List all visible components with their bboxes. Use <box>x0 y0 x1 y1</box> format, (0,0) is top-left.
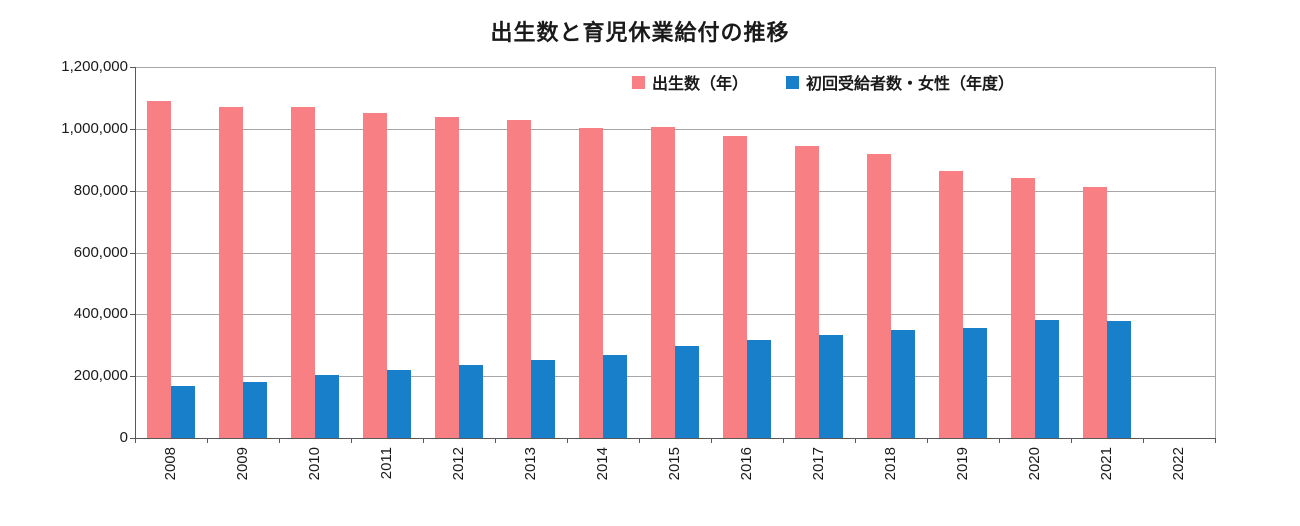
bar-recipients-2017 <box>819 335 843 438</box>
recipients-legend-swatch-icon <box>786 75 800 89</box>
x-axis-tick <box>135 439 136 443</box>
bar-births-2010 <box>291 107 315 438</box>
x-axis-tick <box>207 439 208 443</box>
x-axis-tick <box>567 439 568 443</box>
bar-births-2013 <box>507 120 531 438</box>
gridline <box>135 314 1215 315</box>
legend: 出生数（年） 初回受給者数・女性（年度） <box>632 70 1014 94</box>
x-axis-label: 2014 <box>594 447 611 481</box>
y-axis-label: 1,200,000 <box>61 58 128 75</box>
x-axis-label: 2017 <box>810 447 827 481</box>
x-axis-label: 2011 <box>378 447 395 480</box>
x-axis-tick <box>423 439 424 443</box>
bar-births-2012 <box>435 117 459 438</box>
x-axis-label: 2019 <box>954 447 971 481</box>
y-axis-tick <box>130 253 135 254</box>
x-axis-label: 2022 <box>1170 447 1187 481</box>
x-axis-tick <box>639 439 640 443</box>
legend-label-recipients: 初回受給者数・女性（年度） <box>806 76 1015 93</box>
x-axis-label: 2012 <box>450 447 467 481</box>
y-axis-label: 400,000 <box>73 305 128 322</box>
x-axis-tick <box>855 439 856 443</box>
bar-recipients-2021 <box>1107 321 1131 438</box>
bar-births-2014 <box>579 128 603 438</box>
bar-births-2021 <box>1083 187 1107 438</box>
bar-births-2018 <box>867 154 891 438</box>
gridline <box>135 253 1215 254</box>
bar-births-2016 <box>723 136 747 438</box>
bar-recipients-2008 <box>171 386 195 438</box>
y-axis-tick <box>130 129 135 130</box>
y-axis-tick <box>130 191 135 192</box>
x-axis-line <box>135 438 1216 439</box>
bar-recipients-2018 <box>891 330 915 438</box>
bar-births-2008 <box>147 101 171 438</box>
bar-births-2009 <box>219 107 243 438</box>
bar-births-2019 <box>939 171 963 438</box>
bar-recipients-2012 <box>459 365 483 438</box>
x-axis-label: 2015 <box>666 447 683 481</box>
bar-recipients-2010 <box>315 375 339 438</box>
x-axis-label: 2013 <box>522 447 539 481</box>
x-axis-label: 2021 <box>1098 447 1115 481</box>
y-axis-tick <box>130 67 135 68</box>
bar-recipients-2013 <box>531 360 555 438</box>
x-axis-tick <box>999 439 1000 443</box>
x-axis-label: 2020 <box>1026 447 1043 481</box>
bar-recipients-2014 <box>603 355 627 438</box>
x-axis-label: 2016 <box>738 447 755 481</box>
x-axis-tick <box>927 439 928 443</box>
legend-item-recipients: 初回受給者数・女性（年度） <box>786 70 1014 94</box>
bar-recipients-2009 <box>243 382 267 438</box>
x-axis-tick <box>351 439 352 443</box>
plot-right-border <box>1215 67 1216 438</box>
bar-births-2017 <box>795 146 819 438</box>
x-axis-tick <box>711 439 712 443</box>
chart-title: 出生数と育児休業給付の推移 <box>490 20 790 45</box>
x-axis-tick <box>1215 439 1216 443</box>
bar-births-2020 <box>1011 178 1035 438</box>
gridline <box>135 67 1215 68</box>
y-axis-label: 200,000 <box>73 367 128 384</box>
gridline <box>135 191 1215 192</box>
y-axis-tick <box>130 314 135 315</box>
bar-recipients-2020 <box>1035 320 1059 438</box>
y-axis-label: 1,000,000 <box>61 120 128 137</box>
bar-recipients-2015 <box>675 346 699 438</box>
y-axis-label: 0 <box>119 429 128 446</box>
legend-item-births: 出生数（年） <box>632 70 748 94</box>
x-axis-tick <box>279 439 280 443</box>
x-axis-tick <box>783 439 784 443</box>
y-axis-line <box>135 67 136 439</box>
x-axis-tick <box>495 439 496 443</box>
bar-births-2015 <box>651 127 675 438</box>
x-axis-tick <box>1071 439 1072 443</box>
bar-recipients-2019 <box>963 328 987 438</box>
bar-recipients-2016 <box>747 340 771 438</box>
legend-label-births: 出生数（年） <box>652 76 749 93</box>
bar-births-2011 <box>363 113 387 438</box>
x-axis-label: 2008 <box>162 447 179 481</box>
x-axis-label: 2010 <box>306 447 323 481</box>
births-legend-swatch-icon <box>632 75 645 89</box>
y-axis-label: 800,000 <box>73 182 128 199</box>
y-axis-tick <box>130 376 135 377</box>
x-axis-label: 2009 <box>234 447 251 481</box>
y-axis-label: 600,000 <box>73 244 128 261</box>
x-axis-label: 2018 <box>882 447 899 481</box>
gridline <box>135 129 1215 130</box>
bar-recipients-2011 <box>387 370 411 438</box>
x-axis-tick <box>1143 439 1144 443</box>
y-axis-tick <box>130 438 135 439</box>
